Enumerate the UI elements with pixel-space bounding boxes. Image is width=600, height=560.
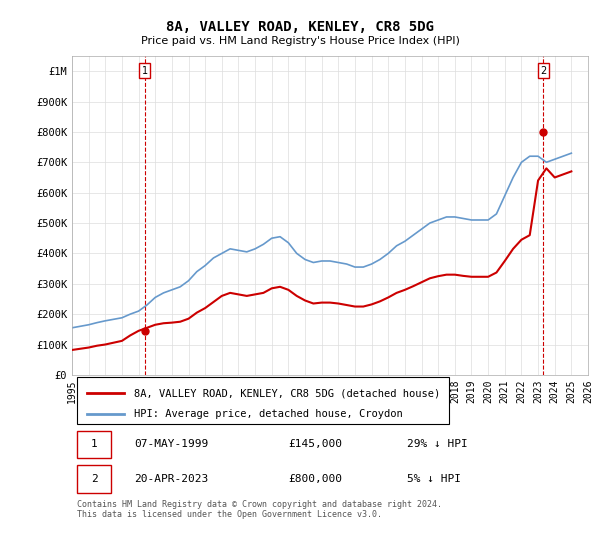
Text: 07-MAY-1999: 07-MAY-1999: [134, 440, 208, 450]
FancyBboxPatch shape: [77, 465, 110, 493]
Text: £145,000: £145,000: [289, 440, 343, 450]
Text: HPI: Average price, detached house, Croydon: HPI: Average price, detached house, Croy…: [134, 409, 403, 419]
Text: £800,000: £800,000: [289, 474, 343, 484]
Text: 2: 2: [540, 66, 547, 76]
Text: 8A, VALLEY ROAD, KENLEY, CR8 5DG: 8A, VALLEY ROAD, KENLEY, CR8 5DG: [166, 20, 434, 34]
Text: 29% ↓ HPI: 29% ↓ HPI: [407, 440, 468, 450]
FancyBboxPatch shape: [77, 431, 110, 458]
Text: 2: 2: [91, 474, 98, 484]
Text: Price paid vs. HM Land Registry's House Price Index (HPI): Price paid vs. HM Land Registry's House …: [140, 36, 460, 46]
Text: Contains HM Land Registry data © Crown copyright and database right 2024.
This d: Contains HM Land Registry data © Crown c…: [77, 500, 442, 519]
Text: 1: 1: [142, 66, 148, 76]
Text: 5% ↓ HPI: 5% ↓ HPI: [407, 474, 461, 484]
Text: 20-APR-2023: 20-APR-2023: [134, 474, 208, 484]
FancyBboxPatch shape: [77, 377, 449, 424]
Text: 1: 1: [91, 440, 98, 450]
Text: 8A, VALLEY ROAD, KENLEY, CR8 5DG (detached house): 8A, VALLEY ROAD, KENLEY, CR8 5DG (detach…: [134, 388, 440, 398]
